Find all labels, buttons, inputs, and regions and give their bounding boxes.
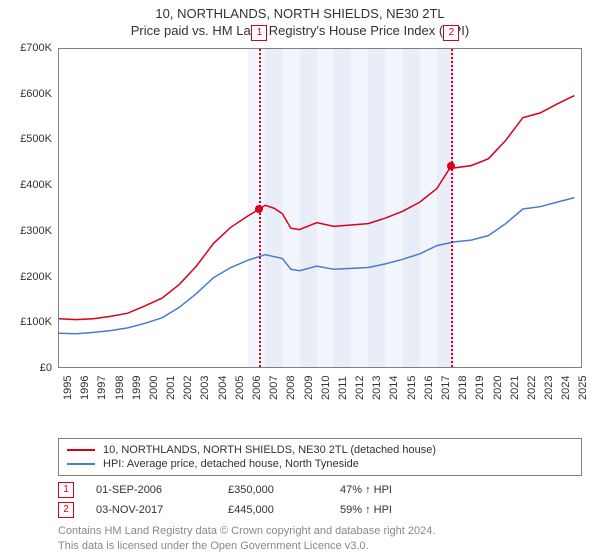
x-tick-label: 2004 <box>217 376 229 400</box>
x-tick-label: 2019 <box>474 376 486 400</box>
series-hpi <box>59 198 574 334</box>
sale-row: 2 03-NOV-2017 £445,000 59% ↑ HPI <box>58 500 582 520</box>
y-tick-label: £600K <box>20 88 52 100</box>
sale-marker-line <box>451 49 453 367</box>
x-tick-label: 2011 <box>337 376 349 400</box>
x-tick-label: 2014 <box>388 376 400 400</box>
chart-title: 10, NORTHLANDS, NORTH SHIELDS, NE30 2TL <box>0 0 600 21</box>
chart-area: 12 £0£100K£200K£300K£400K£500K£600K£700K… <box>58 48 582 398</box>
sale-marker-badge: 1 <box>251 25 267 41</box>
x-tick-label: 2012 <box>354 376 366 400</box>
sales-table: 1 01-SEP-2006 £350,000 47% ↑ HPI 2 03-NOV-201… <box>58 480 582 520</box>
sale-row: 1 01-SEP-2006 £350,000 47% ↑ HPI <box>58 480 582 500</box>
legend-item: HPI: Average price, detached house, Nort… <box>67 457 573 471</box>
x-tick-label: 2001 <box>165 376 177 400</box>
y-tick-label: £500K <box>20 133 52 145</box>
x-tick-label: 2002 <box>182 376 194 400</box>
x-tick-label: 2003 <box>199 376 211 400</box>
sale-delta: 59% ↑ HPI <box>340 504 392 516</box>
legend-swatch <box>67 463 95 465</box>
footer-line-1: Contains HM Land Registry data © Crown c… <box>58 524 435 539</box>
line-layer <box>59 49 583 369</box>
x-tick-label: 1996 <box>79 376 91 400</box>
x-tick-label: 2025 <box>577 376 589 400</box>
sale-price: £445,000 <box>228 504 318 516</box>
legend-label: HPI: Average price, detached house, Nort… <box>103 458 359 470</box>
x-tick-label: 2016 <box>423 376 435 400</box>
legend-label: 10, NORTHLANDS, NORTH SHIELDS, NE30 2TL … <box>103 444 436 456</box>
x-tick-label: 2010 <box>320 376 332 400</box>
sale-marker-badge: 2 <box>443 25 459 41</box>
x-tick-label: 2015 <box>406 376 418 400</box>
x-tick-label: 2021 <box>509 376 521 400</box>
chart-subtitle: Price paid vs. HM Land Registry's House … <box>0 21 600 44</box>
sale-marker-dot <box>255 205 263 213</box>
x-tick-label: 2000 <box>148 376 160 400</box>
x-tick-label: 2023 <box>543 376 555 400</box>
x-tick-label: 2005 <box>234 376 246 400</box>
plot-region: 12 <box>58 48 582 368</box>
x-tick-label: 2020 <box>492 376 504 400</box>
legend-item: 10, NORTHLANDS, NORTH SHIELDS, NE30 2TL … <box>67 443 573 457</box>
x-tick-label: 2017 <box>440 376 452 400</box>
x-tick-label: 2013 <box>371 376 383 400</box>
y-tick-label: £100K <box>20 316 52 328</box>
footer-attribution: Contains HM Land Registry data © Crown c… <box>58 524 435 554</box>
x-tick-label: 1999 <box>131 376 143 400</box>
sale-delta: 47% ↑ HPI <box>340 484 392 496</box>
y-tick-label: £200K <box>20 271 52 283</box>
sale-date: 03-NOV-2017 <box>96 504 206 516</box>
x-tick-label: 2022 <box>526 376 538 400</box>
x-tick-label: 2009 <box>303 376 315 400</box>
legend: 10, NORTHLANDS, NORTH SHIELDS, NE30 2TL … <box>58 438 582 476</box>
y-tick-label: £400K <box>20 179 52 191</box>
y-tick-label: £300K <box>20 225 52 237</box>
sale-price: £350,000 <box>228 484 318 496</box>
sale-row-badge: 2 <box>58 502 74 518</box>
x-tick-label: 1995 <box>62 376 74 400</box>
x-tick-label: 2008 <box>285 376 297 400</box>
sale-row-badge: 1 <box>58 482 74 498</box>
sale-date: 01-SEP-2006 <box>96 484 206 496</box>
y-tick-label: £0 <box>40 362 52 374</box>
x-tick-label: 1997 <box>96 376 108 400</box>
x-tick-label: 2024 <box>560 376 572 400</box>
sale-marker-dot <box>447 162 455 170</box>
footer-line-2: This data is licensed under the Open Gov… <box>58 539 435 554</box>
y-tick-label: £700K <box>20 42 52 54</box>
legend-swatch <box>67 449 95 451</box>
x-tick-label: 1998 <box>114 376 126 400</box>
x-tick-label: 2007 <box>268 376 280 400</box>
x-tick-label: 2018 <box>457 376 469 400</box>
x-tick-label: 2006 <box>251 376 263 400</box>
chart-container: 10, NORTHLANDS, NORTH SHIELDS, NE30 2TL … <box>0 0 600 560</box>
series-property <box>59 96 574 320</box>
